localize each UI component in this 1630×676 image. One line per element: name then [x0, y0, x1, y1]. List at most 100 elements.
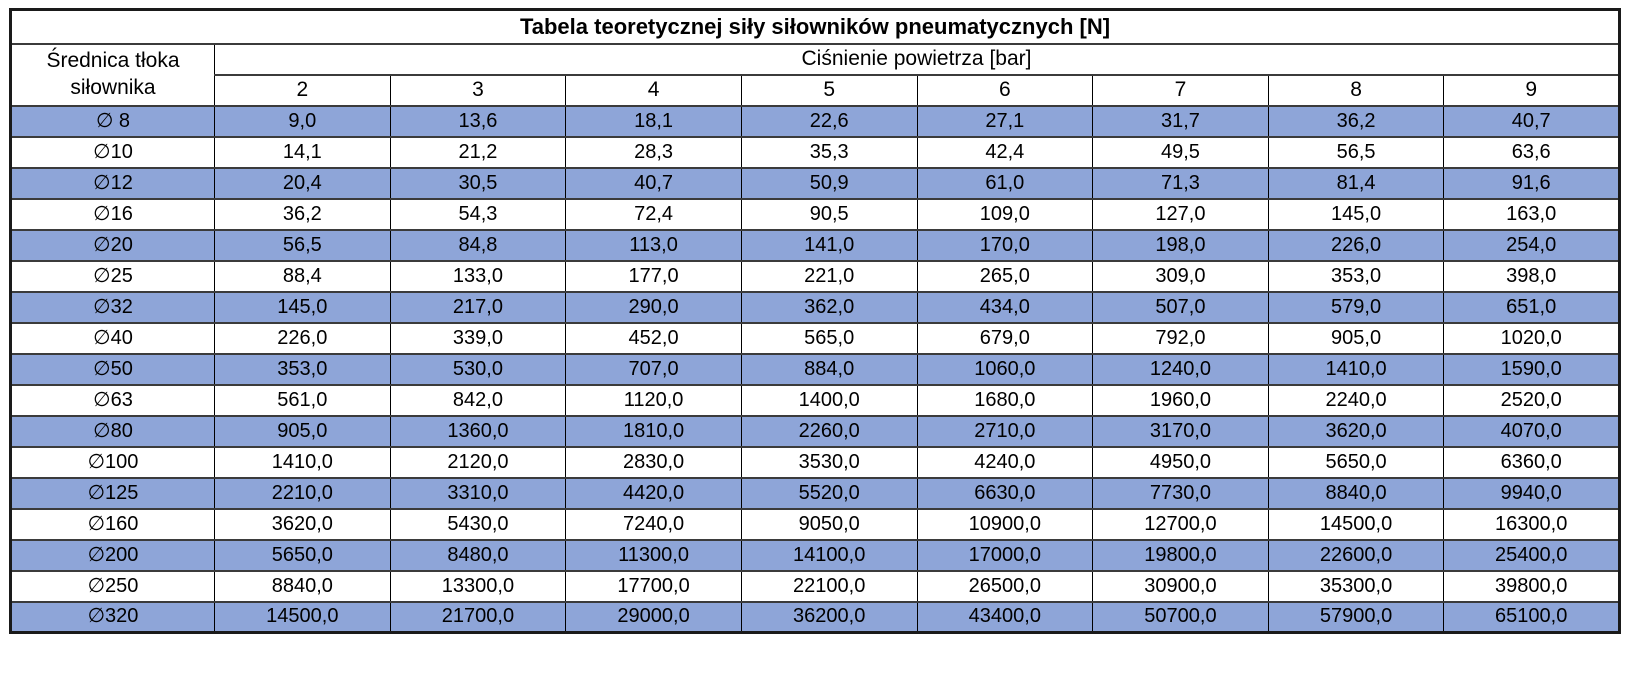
diameter-cell: ∅250	[10, 569, 215, 603]
force-value-cell: 5650,0	[214, 538, 391, 572]
diameter-cell: ∅125	[10, 476, 215, 510]
force-value-cell: 9940,0	[1443, 476, 1620, 510]
force-value-cell: 14500,0	[214, 600, 391, 634]
force-value-cell: 198,0	[1092, 228, 1269, 262]
force-value-cell: 1400,0	[740, 383, 918, 417]
force-value-cell: 2260,0	[740, 414, 918, 448]
force-value-cell: 3620,0	[1267, 414, 1445, 448]
force-value-cell: 4420,0	[565, 476, 742, 510]
force-value-cell: 84,8	[389, 228, 567, 262]
diameter-cell: ∅20	[10, 228, 215, 262]
pressure-header-cell: 5	[740, 73, 918, 107]
diameter-cell: ∅ 8	[10, 104, 215, 138]
diameter-column-header: Średnica tłoka siłownika	[10, 42, 215, 107]
diameter-cell: ∅25	[10, 259, 215, 293]
force-value-cell: 21700,0	[389, 600, 567, 634]
table-row: ∅25 88,4 133,0 177,0 221,0 265,0 309,0 353,0 398…	[10, 259, 1620, 293]
force-value-cell: 163,0	[1443, 197, 1620, 231]
table-row: ∅160 3620,0 5430,0 7240,0 9050,0 10900,0 12700…	[10, 507, 1620, 541]
force-value-cell: 42,4	[916, 135, 1094, 169]
force-value-cell: 8480,0	[389, 538, 567, 572]
force-value-cell: 1680,0	[916, 383, 1094, 417]
table-row: ∅200 5650,0 8480,0 11300,0 14100,0 17000,0 198…	[10, 538, 1620, 572]
pressure-header-cell: 2	[214, 73, 391, 107]
diameter-cell: ∅16	[10, 197, 215, 231]
force-value-cell: 30,5	[389, 166, 567, 200]
force-value-cell: 71,3	[1092, 166, 1269, 200]
table-row: ∅63 561,0 842,0 1120,0 1400,0 1680,0 1960,0 224…	[10, 383, 1620, 417]
force-value-cell: 2210,0	[214, 476, 391, 510]
force-value-cell: 1810,0	[565, 414, 742, 448]
force-value-cell: 9050,0	[740, 507, 918, 541]
diameter-cell: ∅12	[10, 166, 215, 200]
force-value-cell: 4240,0	[916, 445, 1094, 479]
force-value-cell: 21,2	[389, 135, 567, 169]
force-value-cell: 362,0	[740, 290, 918, 324]
force-value-cell: 3310,0	[389, 476, 567, 510]
force-value-cell: 56,5	[1267, 135, 1445, 169]
force-value-cell: 145,0	[1267, 197, 1445, 231]
force-value-cell: 56,5	[214, 228, 391, 262]
force-value-cell: 43400,0	[916, 600, 1094, 634]
force-value-cell: 339,0	[389, 321, 567, 355]
force-value-cell: 17700,0	[565, 569, 742, 603]
force-value-cell: 63,6	[1443, 135, 1620, 169]
force-value-cell: 25400,0	[1443, 538, 1620, 572]
force-value-cell: 507,0	[1092, 290, 1269, 324]
force-value-cell: 109,0	[916, 197, 1094, 231]
force-value-cell: 1410,0	[1267, 352, 1445, 386]
force-value-cell: 28,3	[565, 135, 742, 169]
pneumatic-force-table: Tabela teoretycznej siły siłowników pneu…	[9, 8, 1621, 634]
force-value-cell: 13300,0	[389, 569, 567, 603]
force-value-cell: 8840,0	[214, 569, 391, 603]
force-value-cell: 905,0	[1267, 321, 1445, 355]
diameter-cell: ∅40	[10, 321, 215, 355]
force-value-cell: 22,6	[740, 104, 918, 138]
force-value-cell: 27,1	[916, 104, 1094, 138]
force-value-cell: 3620,0	[214, 507, 391, 541]
force-value-cell: 36,2	[1267, 104, 1445, 138]
force-value-cell: 651,0	[1443, 290, 1620, 324]
title-row: Tabela teoretycznej siły siłowników pneu…	[10, 8, 1620, 45]
force-value-cell: 127,0	[1092, 197, 1269, 231]
force-value-cell: 40,7	[565, 166, 742, 200]
force-value-cell: 14,1	[214, 135, 391, 169]
force-value-cell: 14500,0	[1267, 507, 1445, 541]
table-row: ∅20 56,5 84,8 113,0 141,0 170,0 198,0 226,0 254,…	[10, 228, 1620, 262]
force-value-cell: 221,0	[740, 259, 918, 293]
force-value-cell: 1590,0	[1443, 352, 1620, 386]
pressure-header-cell: 8	[1267, 73, 1445, 107]
force-value-cell: 88,4	[214, 259, 391, 293]
diameter-cell: ∅200	[10, 538, 215, 572]
force-value-cell: 530,0	[389, 352, 567, 386]
force-value-cell: 254,0	[1443, 228, 1620, 262]
force-value-cell: 2240,0	[1267, 383, 1445, 417]
force-value-cell: 565,0	[740, 321, 918, 355]
force-value-cell: 54,3	[389, 197, 567, 231]
force-value-cell: 18,1	[565, 104, 742, 138]
force-value-cell: 217,0	[389, 290, 567, 324]
diameter-cell: ∅100	[10, 445, 215, 479]
force-value-cell: 1410,0	[214, 445, 391, 479]
force-value-cell: 22600,0	[1267, 538, 1445, 572]
force-value-cell: 8840,0	[1267, 476, 1445, 510]
force-value-cell: 65100,0	[1443, 600, 1620, 634]
force-value-cell: 177,0	[565, 259, 742, 293]
force-value-cell: 3530,0	[740, 445, 918, 479]
force-value-cell: 22100,0	[740, 569, 918, 603]
force-value-cell: 145,0	[214, 290, 391, 324]
force-value-cell: 90,5	[740, 197, 918, 231]
force-value-cell: 57900,0	[1267, 600, 1445, 634]
table-row: ∅80 905,0 1360,0 1810,0 2260,0 2710,0 3170,0 36…	[10, 414, 1620, 448]
table-row: ∅10 14,1 21,2 28,3 35,3 42,4 49,5 56,5 63,6	[10, 135, 1620, 169]
force-value-cell: 1360,0	[389, 414, 567, 448]
force-value-cell: 12700,0	[1092, 507, 1269, 541]
force-value-cell: 170,0	[916, 228, 1094, 262]
diameter-cell: ∅80	[10, 414, 215, 448]
force-value-cell: 226,0	[1267, 228, 1445, 262]
force-value-cell: 40,7	[1443, 104, 1620, 138]
force-value-cell: 14100,0	[740, 538, 918, 572]
force-value-cell: 5430,0	[389, 507, 567, 541]
force-value-cell: 91,6	[1443, 166, 1620, 200]
